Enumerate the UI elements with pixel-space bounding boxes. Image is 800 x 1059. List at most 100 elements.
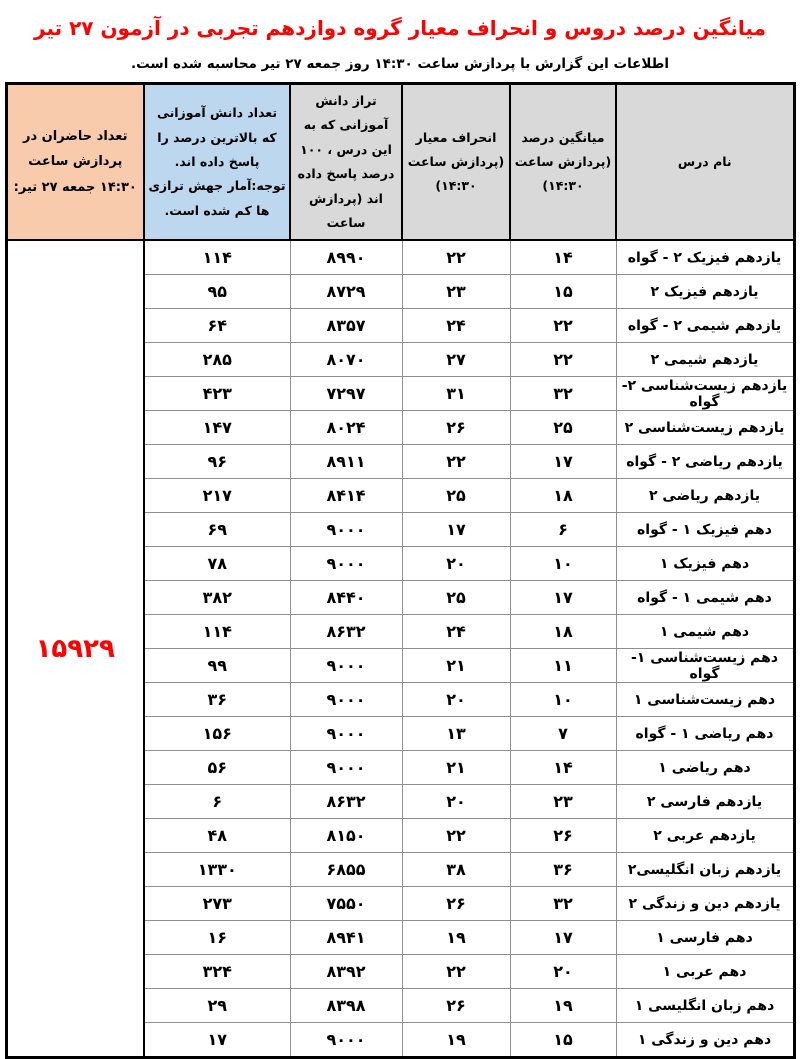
score-cell: ۸۷۲۹: [289, 274, 403, 310]
lesson-name-cell: یازدهم زبان انگلیسی۲: [615, 852, 795, 888]
mean-percent-cell: ۱۹: [509, 988, 617, 1024]
header-score-100-percent: تراز دانش آموزانی که به این درس ، ۱۰۰ در…: [289, 82, 403, 242]
lesson-name-cell: دهم فیزیک ۱: [615, 546, 795, 582]
mean-percent-cell: ۲۲: [509, 342, 617, 378]
table-row: دهم فیزیک ۱ ۱۰ ۲۰ ۹۰۰۰ ۷۸: [6, 546, 795, 582]
table-row: یازدهم دین و زندگی ۲ ۳۲ ۲۶ ۷۵۵۰ ۲۷۳: [6, 886, 795, 922]
table-row: دهم زیست‌شناسی ۱ ۱۰ ۲۰ ۹۰۰۰ ۳۶: [6, 682, 795, 718]
stdev-cell: ۱۷: [401, 512, 511, 548]
stdev-cell: ۱۹: [401, 920, 511, 956]
top-count-cell: ۱۷: [143, 1022, 291, 1059]
mean-percent-cell: ۱۸: [509, 478, 617, 514]
table-row: یازدهم ریاضی ۲ ۱۸ ۲۵ ۸۴۱۴ ۲۱۷: [6, 478, 795, 514]
mean-percent-cell: ۲۰: [509, 954, 617, 990]
table-row: دهم عربی ۱ ۲۰ ۲۲ ۸۳۹۲ ۳۲۴: [6, 954, 795, 990]
score-cell: ۹۰۰۰: [289, 750, 403, 786]
mean-percent-cell: ۳۲: [509, 376, 617, 412]
stdev-cell: ۲۰: [401, 682, 511, 718]
top-count-cell: ۲۱۷: [143, 478, 291, 514]
stdev-cell: ۲۲: [401, 818, 511, 854]
lesson-name-cell: دهم شیمی ۱ - گواه: [615, 580, 795, 616]
lesson-name-cell: دهم شیمی ۱: [615, 614, 795, 650]
score-cell: ۸۹۱۱: [289, 444, 403, 480]
stdev-cell: ۲۵: [401, 580, 511, 616]
score-cell: ۸۰۷۰: [289, 342, 403, 378]
top-count-cell: ۶۴: [143, 308, 291, 344]
score-cell: ۹۰۰۰: [289, 1022, 403, 1059]
mean-percent-cell: ۲۶: [509, 818, 617, 854]
score-cell: ۷۵۵۰: [289, 886, 403, 922]
top-count-cell: ۲۸۵: [143, 342, 291, 378]
top-count-cell: ۴۸: [143, 818, 291, 854]
score-cell: ۸۴۴۰: [289, 580, 403, 616]
lesson-name-cell: یازدهم عربی ۲: [615, 818, 795, 854]
stdev-cell: ۲۵: [401, 478, 511, 514]
top-count-cell: ۱۱۴: [143, 614, 291, 650]
mean-percent-cell: ۲۵: [509, 410, 617, 446]
score-cell: ۸۳۹۸: [289, 988, 403, 1024]
header-standard-deviation: انحراف معیار (پردازش ساعت ۱۴:۳۰): [401, 82, 511, 242]
top-count-cell: ۲۹: [143, 988, 291, 1024]
top-count-cell: ۴۲۳: [143, 376, 291, 412]
top-count-cell: ۳۶: [143, 682, 291, 718]
table-row: دهم زیست‌شناسی ۱-گواه ۱۱ ۲۱ ۹۰۰۰ ۹۹: [6, 648, 795, 684]
lesson-name-cell: یازدهم دین و زندگی ۲: [615, 886, 795, 922]
score-cell: ۸۹۴۱: [289, 920, 403, 956]
table-row: یازدهم ریاضی ۲ - گواه ۱۷ ۲۲ ۸۹۱۱ ۹۶: [6, 444, 795, 480]
table-row: یازدهم فیزیک ۲ - گواه ۱۴ ۲۲ ۸۹۹۰ ۱۱۴ ۱۵۹…: [5, 239, 795, 1059]
top-count-cell: ۳۸۲: [143, 580, 291, 616]
score-cell: ۸۶۳۲: [289, 784, 403, 820]
lesson-name-cell: دهم عربی ۱: [615, 954, 795, 990]
stdev-cell: ۲۱: [401, 648, 511, 684]
mean-percent-cell: ۱۴: [509, 750, 617, 786]
score-cell: ۹۰۰۰: [289, 716, 403, 752]
top-count-cell: ۹۶: [143, 444, 291, 480]
mean-percent-cell: ۱۰: [509, 546, 617, 582]
mean-percent-cell: ۳۲: [509, 886, 617, 922]
top-count-cell: ۶: [143, 784, 291, 820]
stdev-cell: ۲۶: [401, 886, 511, 922]
header-top-scorers-count: تعداد دانش آموزانی که بالاترین درصد را پ…: [143, 82, 291, 242]
table-row: یازدهم شیمی ۲ ۲۲ ۲۷ ۸۰۷۰ ۲۸۵: [6, 342, 795, 378]
lesson-name-cell: دهم فارسی ۱: [615, 920, 795, 956]
score-cell: ۸۳۹۲: [289, 954, 403, 990]
mean-percent-cell: ۲۲: [509, 308, 617, 344]
header-lesson-name: نام درس: [615, 82, 795, 242]
top-count-cell: ۱۶: [143, 920, 291, 956]
score-cell: ۹۰۰۰: [289, 682, 403, 718]
table-row: دهم زبان انگلیسی ۱ ۱۹ ۲۶ ۸۳۹۸ ۲۹: [6, 988, 795, 1024]
lesson-name-cell: دهم فیزیک ۱ - گواه: [615, 512, 795, 548]
lesson-name-cell: دهم ریاضی ۱: [615, 750, 795, 786]
mean-percent-cell: ۱۸: [509, 614, 617, 650]
top-count-cell: ۱۵۶: [143, 716, 291, 752]
score-cell: ۹۰۰۰: [289, 546, 403, 582]
stdev-cell: ۲۳: [401, 274, 511, 310]
stdev-cell: ۲۴: [401, 614, 511, 650]
top-count-cell: ۶۹: [143, 512, 291, 548]
report-page: میانگین درصد دروس و انحراف معیار گروه دو…: [0, 14, 800, 1059]
score-cell: ۷۲۹۷: [289, 376, 403, 412]
mean-percent-cell: ۱۷: [509, 920, 617, 956]
score-cell: ۸۹۹۰: [289, 239, 403, 276]
stdev-cell: ۳۸: [401, 852, 511, 888]
table-header-row: نام درس میانگین درصد (پردازش ساعت ۱۴:۳۰)…: [5, 82, 795, 242]
mean-percent-cell: ۱۵: [509, 274, 617, 310]
top-count-cell: ۲۷۳: [143, 886, 291, 922]
mean-percent-cell: ۷: [509, 716, 617, 752]
table-body: یازدهم فیزیک ۲ - گواه ۱۴ ۲۲ ۸۹۹۰ ۱۱۴ ۱۵۹…: [5, 239, 795, 1059]
mean-percent-cell: ۱۷: [509, 444, 617, 480]
stdev-cell: ۲۷: [401, 342, 511, 378]
header-mean-percent: میانگین درصد (پردازش ساعت ۱۴:۳۰): [509, 82, 617, 242]
table-row: یازدهم زبان انگلیسی۲ ۳۶ ۳۸ ۶۸۵۵ ۱۳۳۰: [6, 852, 795, 888]
report-table: نام درس میانگین درصد (پردازش ساعت ۱۴:۳۰)…: [4, 82, 796, 1059]
stdev-cell: ۲۴: [401, 308, 511, 344]
stdev-cell: ۳۱: [401, 376, 511, 412]
stdev-cell: ۲۰: [401, 784, 511, 820]
lesson-name-cell: دهم زیست‌شناسی ۱: [615, 682, 795, 718]
mean-percent-cell: ۲۳: [509, 784, 617, 820]
top-count-cell: ۹۵: [143, 274, 291, 310]
top-count-cell: ۷۸: [143, 546, 291, 582]
table-row: یازدهم زیست‌شناسی ۲ ۲۵ ۲۶ ۸۰۲۴ ۱۴۷: [6, 410, 795, 446]
attendees-total-value: ۱۵۹۲۹: [5, 239, 145, 1059]
score-cell: ۸۶۳۲: [289, 614, 403, 650]
